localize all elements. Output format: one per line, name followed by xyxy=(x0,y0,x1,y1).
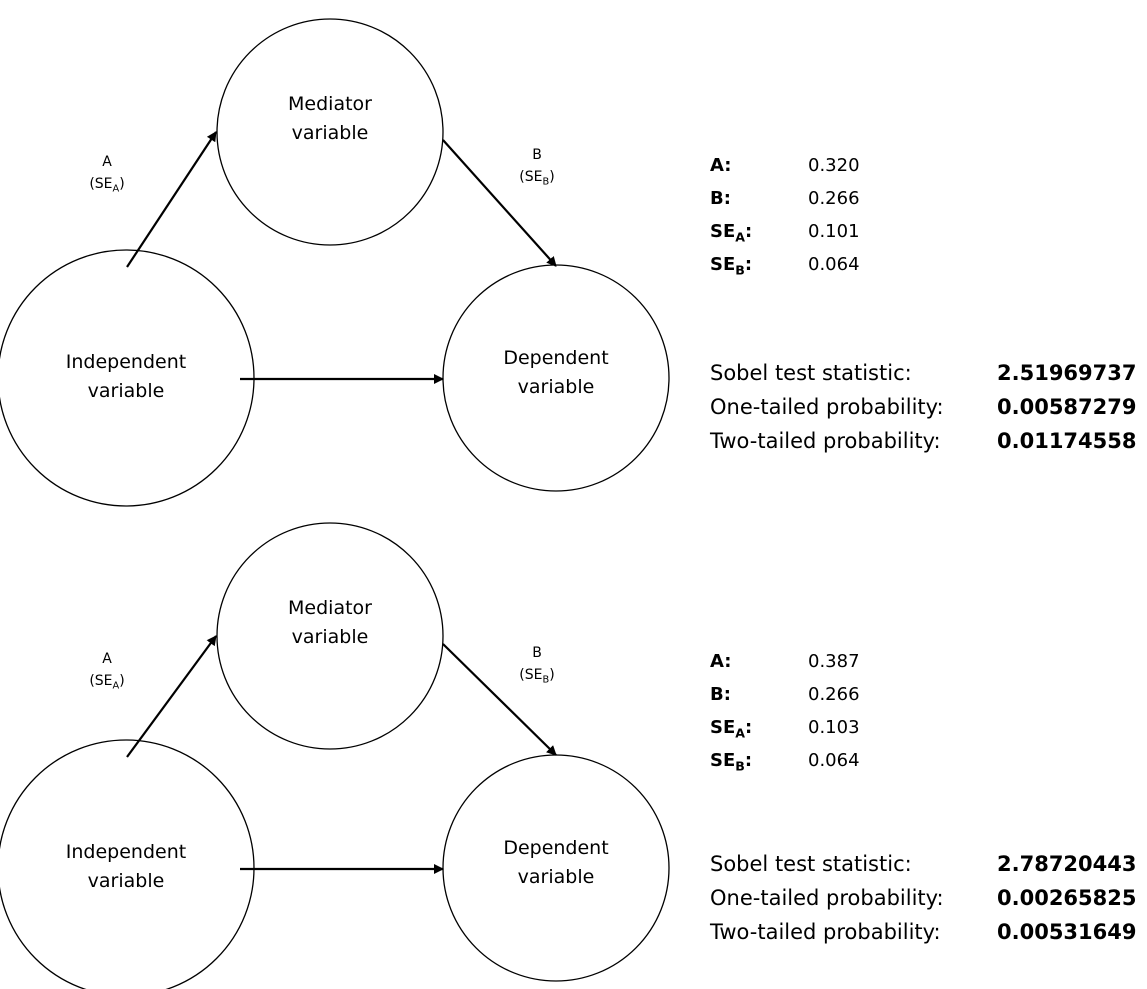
path-a-se-text: SE xyxy=(94,673,113,689)
independent-label-line2: variable xyxy=(87,870,165,892)
param-sea-key-sub: A xyxy=(735,229,746,245)
independent-label-line1: Independent xyxy=(65,841,187,863)
param-b-key: B: xyxy=(710,684,731,705)
param-sea-key-suffix: : xyxy=(745,717,753,738)
mediator-node xyxy=(216,522,444,750)
mediation-diagram xyxy=(0,18,670,507)
param-seb-key: SEB: xyxy=(710,248,752,281)
sobel-statistic-value: 2.51969737 xyxy=(997,361,1137,385)
path-a-label: A (SEA) xyxy=(77,151,137,195)
param-sea-key-sub: A xyxy=(735,725,746,741)
dependent-label: Dependent variable xyxy=(461,834,651,892)
dependent-label-line2: variable xyxy=(517,866,595,888)
mediation-panel-1: Mediator variable Independent variable D… xyxy=(0,18,1137,507)
path-b-se: (SEB) xyxy=(519,169,555,188)
path-b-se-sub: B xyxy=(542,176,550,188)
one-tailed-value: 0.00265825 xyxy=(997,886,1137,910)
param-seb-value: 0.064 xyxy=(808,750,860,771)
one-tailed-label: One-tailed probability: xyxy=(710,886,944,910)
mediation-diagram xyxy=(0,522,670,989)
param-seb-key-text: SE xyxy=(710,254,736,275)
path-a-se: (SEA) xyxy=(89,673,125,692)
path-b-arrow xyxy=(442,643,557,756)
independent-label: Independent variable xyxy=(31,348,221,406)
path-a-name: A xyxy=(102,154,112,170)
mediator-label-line2: variable xyxy=(291,122,369,144)
independent-label-line2: variable xyxy=(87,380,165,402)
param-a-value: 0.320 xyxy=(808,155,860,176)
param-b-key: B: xyxy=(710,188,731,209)
param-sea-value: 0.101 xyxy=(808,221,860,242)
independent-label-line1: Independent xyxy=(65,351,187,373)
param-a-value: 0.387 xyxy=(808,651,860,672)
param-b-value: 0.266 xyxy=(808,188,860,209)
param-sea-key-text: SE xyxy=(710,717,736,738)
mediator-label: Mediator variable xyxy=(235,90,425,148)
two-tailed-label: Two-tailed probability: xyxy=(710,920,941,944)
two-tailed-value: 0.01174558 xyxy=(997,429,1137,453)
path-a-se-sub: A xyxy=(112,680,120,692)
path-a-arrow xyxy=(126,635,217,758)
path-b-label: B (SEB) xyxy=(507,642,567,686)
path-b-name: B xyxy=(532,147,542,163)
mediator-label: Mediator variable xyxy=(235,594,425,652)
param-sea-key: SEA: xyxy=(710,711,752,744)
two-tailed-value: 0.00531649 xyxy=(997,920,1137,944)
mediator-label-line1: Mediator xyxy=(288,597,372,619)
one-tailed-label: One-tailed probability: xyxy=(710,395,944,419)
mediator-label-line2: variable xyxy=(291,626,369,648)
two-tailed-label: Two-tailed probability: xyxy=(710,429,941,453)
dependent-label-line1: Dependent xyxy=(503,347,609,369)
param-sea-value: 0.103 xyxy=(808,717,860,738)
sobel-statistic-value: 2.78720443 xyxy=(997,852,1137,876)
path-b-se-sub: B xyxy=(542,674,550,686)
param-seb-key: SEB: xyxy=(710,744,752,777)
mediation-panel-2: Mediator variable Independent variable D… xyxy=(0,494,1147,989)
param-sea-key: SEA: xyxy=(710,215,752,248)
param-sea-key-text: SE xyxy=(710,221,736,242)
one-tailed-value: 0.00587279 xyxy=(997,395,1137,419)
path-a-label: A (SEA) xyxy=(77,648,137,692)
param-a-key: A: xyxy=(710,651,732,672)
path-a-arrow xyxy=(126,131,217,268)
param-b-value: 0.266 xyxy=(808,684,860,705)
param-seb-key-suffix: : xyxy=(744,254,753,275)
param-sea-key-suffix: : xyxy=(745,221,753,242)
path-b-se-text: SE xyxy=(524,667,543,683)
path-b-name: B xyxy=(532,645,542,661)
path-b-arrow xyxy=(442,139,557,267)
path-a-name: A xyxy=(102,651,112,667)
path-b-se-text: SE xyxy=(524,169,543,185)
param-seb-value: 0.064 xyxy=(808,254,860,275)
param-seb-key-text: SE xyxy=(710,750,736,771)
param-seb-key-sub: B xyxy=(735,262,745,278)
mediator-node xyxy=(216,18,444,246)
dependent-label: Dependent variable xyxy=(461,344,651,402)
param-a-key: A: xyxy=(710,155,732,176)
param-seb-key-suffix: : xyxy=(744,750,753,771)
sobel-statistic-label: Sobel test statistic: xyxy=(710,852,912,876)
path-a-se-text: SE xyxy=(94,176,113,192)
param-seb-key-sub: B xyxy=(735,758,745,774)
path-b-label: B (SEB) xyxy=(507,144,567,188)
mediator-label-line1: Mediator xyxy=(288,93,372,115)
independent-label: Independent variable xyxy=(31,838,221,896)
dependent-label-line1: Dependent xyxy=(503,837,609,859)
sobel-statistic-label: Sobel test statistic: xyxy=(710,361,912,385)
dependent-label-line2: variable xyxy=(517,376,595,398)
path-b-se: (SEB) xyxy=(519,667,555,686)
path-a-se: (SEA) xyxy=(89,176,125,195)
path-a-se-sub: A xyxy=(112,183,120,195)
